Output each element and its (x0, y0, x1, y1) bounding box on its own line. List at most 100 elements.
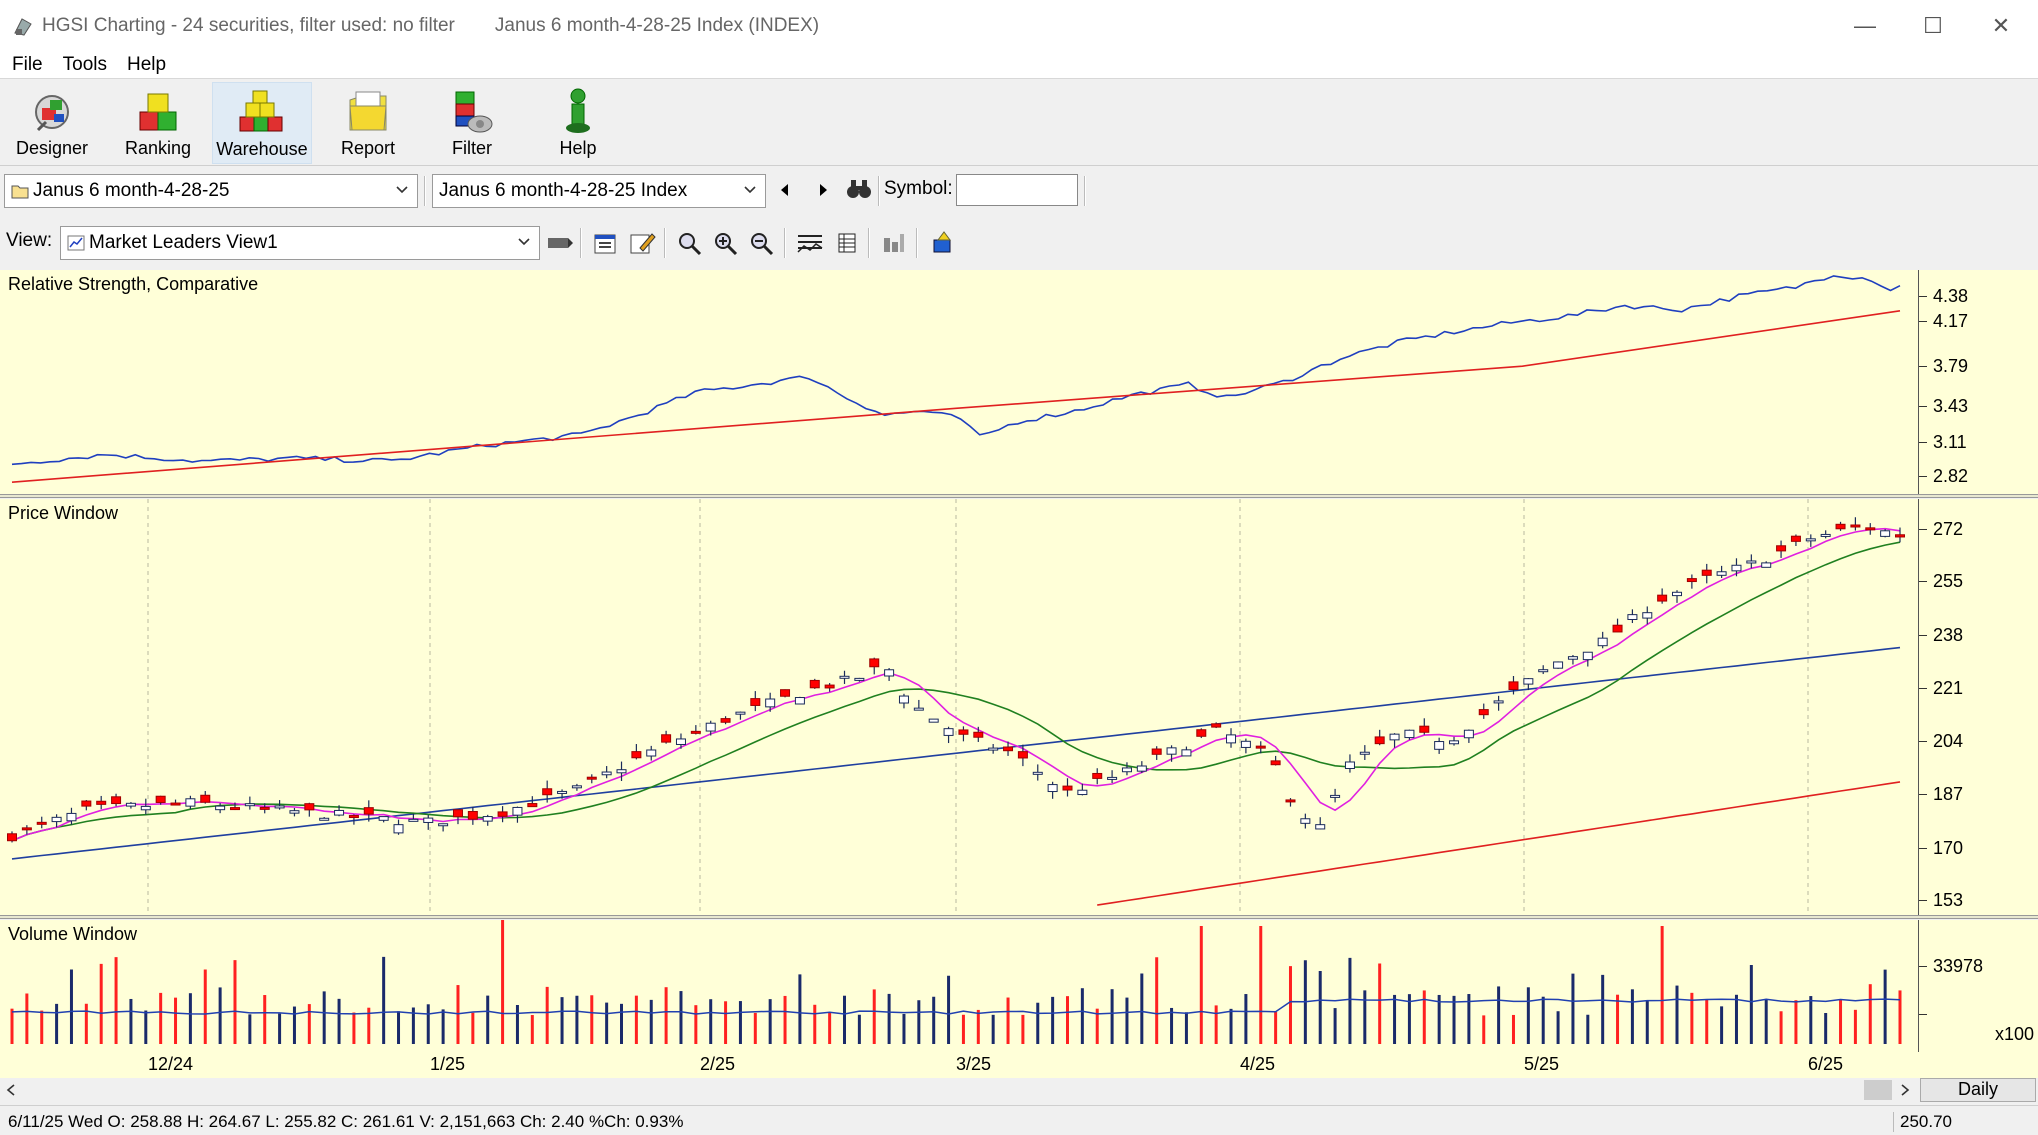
separator (878, 176, 880, 206)
date-label: 3/25 (956, 1054, 992, 1074)
price-candle (289, 810, 300, 814)
binoculars-icon[interactable] (846, 178, 872, 200)
warehouse-button[interactable]: Warehouse (212, 82, 312, 164)
separator (664, 228, 666, 258)
price-candle (1835, 523, 1846, 530)
indicators-icon[interactable] (796, 230, 824, 256)
pane-splitter[interactable] (0, 915, 2038, 919)
rs-axis-label: 3.11 (1933, 432, 1967, 452)
close-button[interactable]: ✕ (1991, 13, 2011, 38)
relative-strength-panel[interactable]: Relative Strength, Comparative (0, 270, 1918, 494)
help-button[interactable]: Help (528, 82, 628, 164)
price-candle (1344, 761, 1355, 770)
designer-button[interactable]: Designer (2, 82, 102, 164)
rs-axis-label: 4.38 (1933, 286, 1969, 306)
rs-axis-tick (1919, 321, 1927, 322)
rs-line (11, 275, 1901, 466)
price-candle (1285, 799, 1296, 803)
next-arrow-icon[interactable] (818, 182, 830, 198)
price-candle (497, 811, 508, 817)
price-candle (1478, 709, 1489, 716)
zoom-out-icon[interactable] (748, 230, 776, 256)
chart-type-icon[interactable] (880, 230, 908, 256)
magnifier-icon[interactable] (676, 230, 704, 256)
filter-button[interactable]: Filter (422, 82, 522, 164)
menu-tools[interactable]: Tools (62, 54, 107, 75)
security-select[interactable]: Janus 6 month-4-28-25 Index (432, 174, 766, 208)
price-candle (631, 751, 642, 759)
export-icon[interactable] (928, 230, 956, 256)
report-button[interactable]: Report (318, 82, 418, 164)
report-label: Report (340, 138, 396, 158)
price-candle (170, 802, 181, 806)
price-candle (1389, 733, 1400, 741)
price-axis-tick (1919, 688, 1927, 689)
price-candle (21, 827, 32, 831)
mid-moving-average-line (11, 541, 1901, 842)
price-candle (244, 803, 255, 807)
price-candle (735, 711, 746, 715)
price-candle (378, 816, 389, 821)
maximize-button[interactable]: ☐ (1923, 13, 1943, 38)
horizontal-scrollbar[interactable] (0, 1078, 1918, 1102)
scroll-thumb[interactable] (1864, 1080, 1892, 1100)
menu-help[interactable]: Help (126, 54, 167, 75)
chevron-down-icon (396, 186, 408, 194)
price-candle (1404, 729, 1415, 739)
menu-file[interactable]: File (12, 54, 43, 75)
price-candle (661, 734, 672, 743)
filter-icon (455, 91, 493, 133)
menu-bar: File Tools Help (0, 52, 2038, 79)
price-panel[interactable]: Price Window (0, 499, 1918, 915)
price-candle (750, 698, 761, 706)
price-candle (1761, 562, 1772, 568)
view-select[interactable]: Market Leaders View1 (60, 226, 540, 260)
data-table-icon[interactable] (834, 230, 862, 256)
slow-moving-average-line (11, 646, 1901, 860)
price-axis-label: 238 (1933, 625, 1964, 645)
ranking-button[interactable]: Ranking (108, 82, 208, 164)
previous-arrow-icon[interactable] (778, 182, 790, 198)
interval-button[interactable]: Daily (1920, 1078, 2036, 1102)
price-axis: 272 255 238 221 204 187 170 153 (1918, 499, 2038, 915)
price-candle (7, 833, 17, 842)
price-candle (1508, 681, 1519, 690)
price-candle (1493, 700, 1504, 704)
scroll-left-icon[interactable] (6, 1084, 16, 1096)
zoom-in-icon[interactable] (712, 230, 740, 256)
selector-bar: Janus 6 month-4-28-25 Janus 6 month-4-28… (0, 170, 2038, 210)
properties-icon[interactable] (592, 230, 620, 256)
price-candle (1359, 751, 1370, 755)
price-candle (601, 771, 612, 776)
price-candle (690, 730, 701, 734)
window-subtitle: Janus 6 month-4-28-25 Index (INDEX) (494, 15, 820, 36)
price-candle (646, 749, 657, 757)
price-candle (1790, 535, 1801, 542)
price-candle (973, 731, 984, 738)
volume-panel[interactable]: Volume Window (0, 920, 1918, 1052)
edit-notes-icon[interactable] (628, 230, 656, 256)
price-axis-tick (1919, 635, 1927, 636)
designer-icon (35, 95, 69, 132)
title-bar: HGSI Charting - 24 securities, filter us… (0, 0, 2038, 52)
volume-average-line (11, 998, 1901, 1015)
price-candle (1226, 734, 1237, 744)
date-label: 6/25 (1808, 1054, 1844, 1074)
save-view-icon[interactable] (546, 230, 574, 256)
rs-axis: 4.38 4.17 3.79 3.43 3.11 2.82 (1918, 270, 2038, 494)
pane-splitter[interactable] (0, 494, 2038, 498)
price-candle (780, 689, 791, 697)
rs-panel-title: Relative Strength, Comparative (8, 274, 259, 294)
symbol-input[interactable] (956, 174, 1078, 206)
chevron-down-icon (518, 238, 530, 246)
price-candle (1686, 578, 1697, 583)
price-candle (1612, 624, 1623, 633)
price-candle (1419, 725, 1430, 733)
price-candle (319, 817, 330, 821)
scroll-right-icon[interactable] (1900, 1084, 1910, 1096)
price-axis-label: 153 (1933, 890, 1964, 910)
status-bar: 6/11/25 Wed O: 258.88 H: 264.67 L: 255.8… (0, 1105, 2038, 1135)
list-select[interactable]: Janus 6 month-4-28-25 (4, 174, 418, 208)
price-candle (720, 718, 731, 723)
minimize-button[interactable]: — (1854, 13, 1876, 38)
